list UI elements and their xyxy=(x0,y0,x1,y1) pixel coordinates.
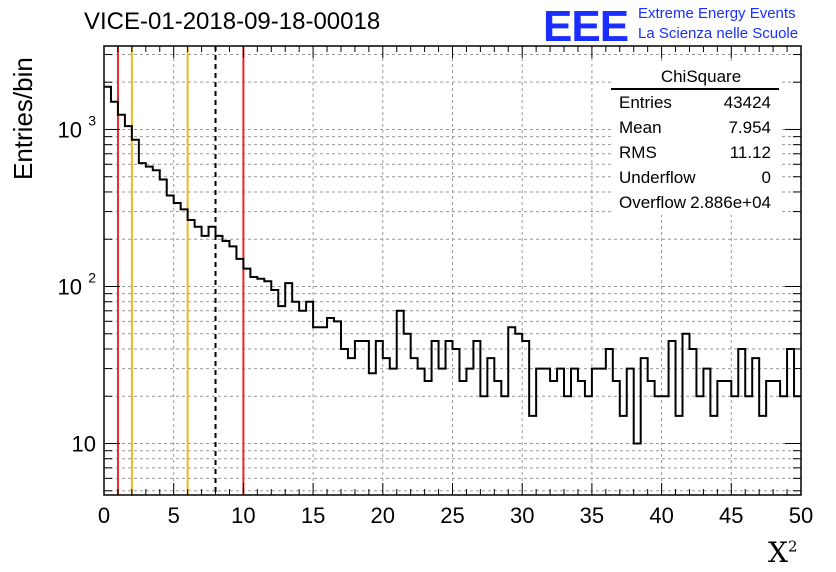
x-tick-label: 15 xyxy=(301,503,325,528)
x-tick-label: 50 xyxy=(789,503,813,528)
x-tick-label: 20 xyxy=(371,503,395,528)
logo-caption-line2: La Scienza nelle Scuole xyxy=(638,25,799,42)
y-tick-label-exponent: 2 xyxy=(88,269,96,285)
x-axis-label-exponent: 2 xyxy=(787,537,798,556)
stats-value: 11.12 xyxy=(729,143,771,162)
stats-row-entries: Entries 43424 xyxy=(611,90,779,115)
x-axis-label: X2 xyxy=(768,536,797,569)
stats-row-overflow: Overflow 2.886e+04 xyxy=(611,190,779,215)
logo-caption-line1: Extreme Energy Events xyxy=(638,5,796,22)
stats-label: Entries xyxy=(619,93,672,112)
stats-label: Overflow xyxy=(619,193,687,212)
x-tick-label: 5 xyxy=(168,503,180,528)
y-axis-label: Entries/bin xyxy=(8,57,38,180)
x-tick-label: 35 xyxy=(580,503,604,528)
stats-label: Underflow xyxy=(619,168,696,187)
x-tick-label: 25 xyxy=(440,503,464,528)
stats-row-underflow: Underflow 0 xyxy=(611,165,779,190)
y-tick-label: 10 xyxy=(72,432,96,457)
stats-value: 43424 xyxy=(723,93,771,112)
chart-title: VICE-01-2018-09-18-00018 xyxy=(84,8,381,35)
x-tick-label: 45 xyxy=(719,503,743,528)
y-tick-label-exponent: 3 xyxy=(88,112,96,128)
eee-logo: EEE xyxy=(543,2,629,51)
stats-value: 2.886e+04 xyxy=(690,193,771,212)
stats-value: 0 xyxy=(761,168,771,187)
stats-title: ChiSquare xyxy=(611,64,779,90)
x-tick-label: 30 xyxy=(510,503,534,528)
x-tick-label: 0 xyxy=(98,503,110,528)
stats-box: ChiSquare Entries 43424 Mean 7.954 RMS 1… xyxy=(611,64,779,215)
stats-row-rms: RMS 11.12 xyxy=(611,140,779,165)
stats-value: 7.954 xyxy=(728,118,771,137)
y-tick-label: 10 xyxy=(58,274,82,299)
stats-label: Mean xyxy=(619,118,662,137)
x-tick-label: 40 xyxy=(649,503,673,528)
y-tick-label: 10 xyxy=(58,117,82,142)
histogram-series xyxy=(104,85,801,445)
x-axis-label-base: X xyxy=(768,536,788,569)
stats-row-mean: Mean 7.954 xyxy=(611,115,779,140)
x-tick-label: 10 xyxy=(231,503,255,528)
stats-label: RMS xyxy=(619,143,657,162)
